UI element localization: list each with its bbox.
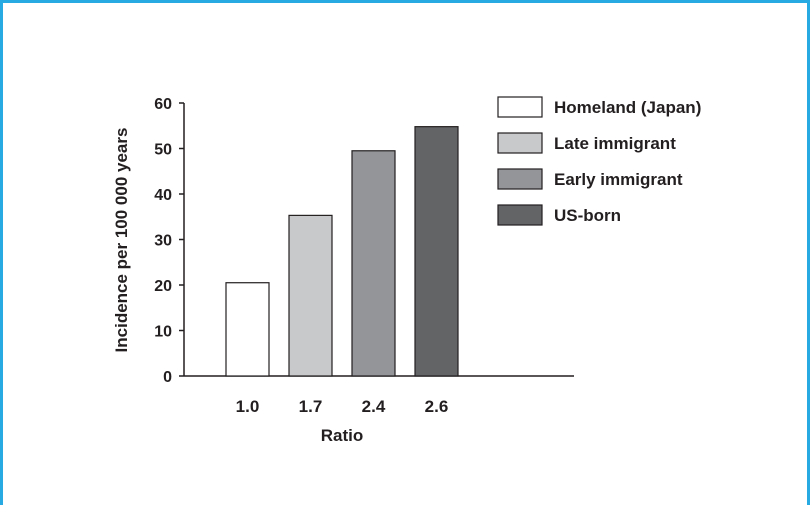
x-tick-label: 1.7 <box>299 397 323 416</box>
x-axis-labels: 1.0 1.7 2.4 2.6 <box>236 397 449 416</box>
y-tick-label: 40 <box>154 187 172 204</box>
y-tick-label: 30 <box>154 233 172 250</box>
legend-label: Late immigrant <box>554 134 676 153</box>
y-tick-label: 0 <box>163 369 172 386</box>
x-tick-label: 2.4 <box>362 397 386 416</box>
legend-swatch <box>497 132 543 154</box>
legend-label: US-born <box>554 206 621 225</box>
legend-swatch <box>497 204 543 226</box>
bar-1-0 <box>225 282 270 377</box>
x-tick-label: 1.0 <box>236 397 260 416</box>
y-tick-label: 10 <box>154 324 172 341</box>
legend-swatch <box>497 168 543 190</box>
y-axis-ticks: 0 10 20 30 40 50 60 <box>154 96 184 386</box>
bar-2-4 <box>351 150 396 377</box>
y-tick-label: 20 <box>154 278 172 295</box>
legend: Homeland (Japan) Late immigrant Early immi… <box>497 96 701 226</box>
y-tick-label: 50 <box>154 142 172 159</box>
bar-1-7 <box>288 214 333 377</box>
legend-label: Early immigrant <box>554 170 683 189</box>
x-axis-title: Ratio <box>321 426 364 445</box>
bar-2-6 <box>414 126 459 377</box>
y-tick-label: 60 <box>154 96 172 113</box>
legend-label: Homeland (Japan) <box>554 98 701 117</box>
legend-swatch <box>497 96 543 118</box>
x-tick-label: 2.6 <box>425 397 449 416</box>
y-axis-title: Incidence per 100 000 years <box>112 128 131 353</box>
bars <box>225 126 459 377</box>
